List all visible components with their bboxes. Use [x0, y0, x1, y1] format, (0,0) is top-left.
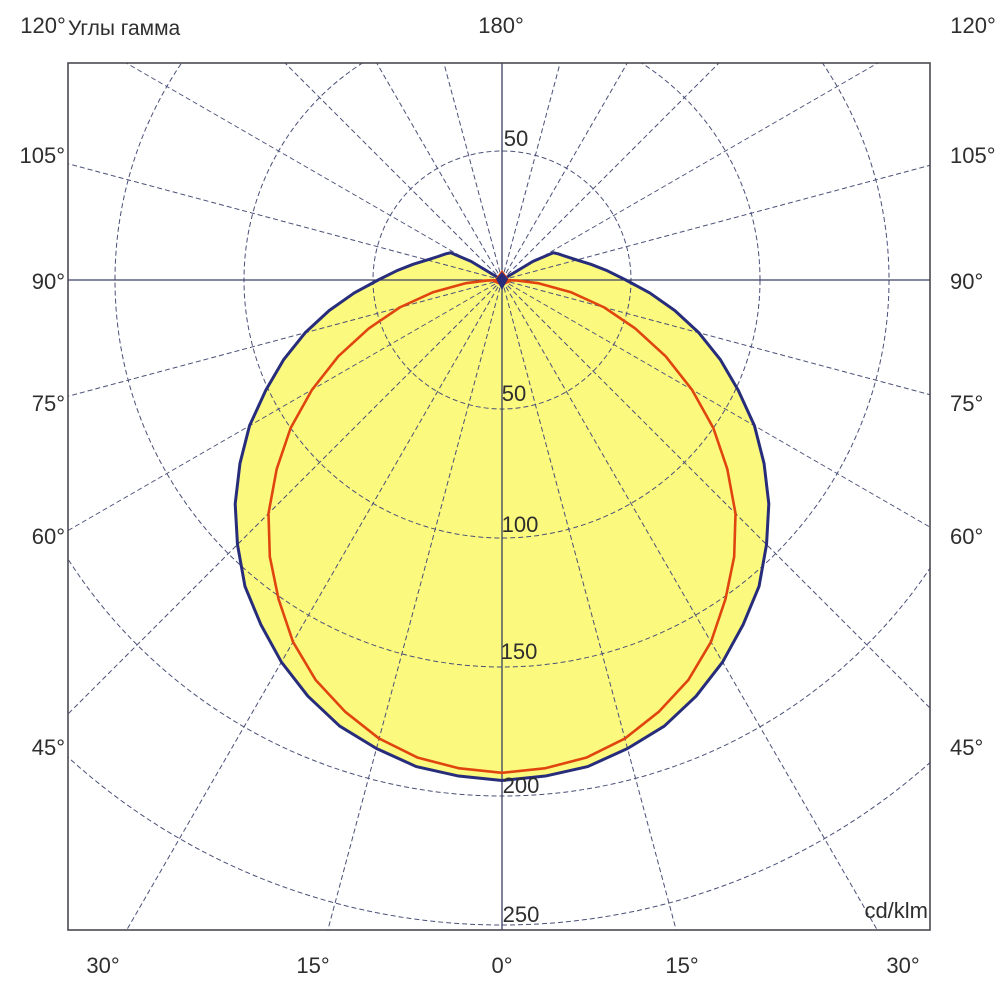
angle-label-bottom-3: 15°: [665, 953, 698, 978]
angle-label-right-4: 45°: [950, 735, 983, 760]
angle-label-top-center: 180°: [478, 13, 524, 38]
angle-label-right-1: 90°: [950, 269, 983, 294]
origin-marker-blue: [496, 272, 508, 290]
angle-label-right-3: 60°: [950, 524, 983, 549]
grid-ray-345: [327, 279, 503, 930]
grid-ray-285: [68, 279, 503, 397]
angle-label-left-0: 105°: [19, 143, 65, 168]
angle-label-left-4: 45°: [32, 735, 65, 760]
angle-label-bottom-0: 30°: [86, 953, 119, 978]
grid-ray-30: [501, 279, 878, 930]
angle-label-left-1: 90°: [32, 269, 65, 294]
angle-label-right-0: 105°: [950, 143, 996, 168]
ring-label-1: 50: [502, 381, 526, 406]
grid-ray-315: [68, 279, 503, 715]
grid-ray-240: [125, 63, 503, 281]
grid-ray-225: [284, 63, 503, 281]
chart-title: Углы гамма: [68, 17, 181, 40]
grid-ray-330: [126, 279, 503, 930]
grid-ray-75: [501, 279, 930, 396]
grid-ray-15: [501, 279, 677, 930]
grid-ray-255: [68, 163, 503, 281]
angle-label-left-3: 60°: [32, 524, 65, 549]
angle-label-right-2: 75°: [950, 391, 983, 416]
intensity-curve-blue: [233, 251, 771, 783]
ring-label-2: 100: [502, 512, 539, 537]
unit-label: cd/klm: [864, 898, 928, 923]
ring-label-5: 250: [503, 902, 540, 927]
grid-ray-135: [501, 63, 720, 281]
grid-ray-210: [376, 63, 503, 281]
ring-label-4: 200: [503, 773, 540, 798]
angle-label-top-right: 120°: [950, 13, 996, 38]
angle-label-bottom-2: 0°: [491, 953, 512, 978]
angle-label-top-left: 120°: [20, 13, 66, 38]
angle-label-left-2: 75°: [32, 391, 65, 416]
grid-ray-45: [501, 279, 930, 709]
angle-label-bottom-1: 15°: [296, 953, 329, 978]
grid-ray-195: [443, 63, 503, 281]
intensity-curve-red: [267, 278, 737, 775]
grid-ray-105: [501, 164, 930, 281]
grid-ray-165: [501, 63, 561, 281]
plot-frame: [67, 62, 931, 931]
grid-ray-120: [501, 63, 879, 281]
ring-label-3: 150: [501, 639, 538, 664]
curves-layer: [233, 251, 771, 783]
labels-layer: Углы гамма 120° 180° 120° cd/klm 105° 90°…: [19, 13, 995, 978]
ring-label-0: 50: [504, 126, 528, 151]
grid-ray-150: [501, 63, 628, 281]
angle-label-bottom-4: 30°: [886, 953, 919, 978]
